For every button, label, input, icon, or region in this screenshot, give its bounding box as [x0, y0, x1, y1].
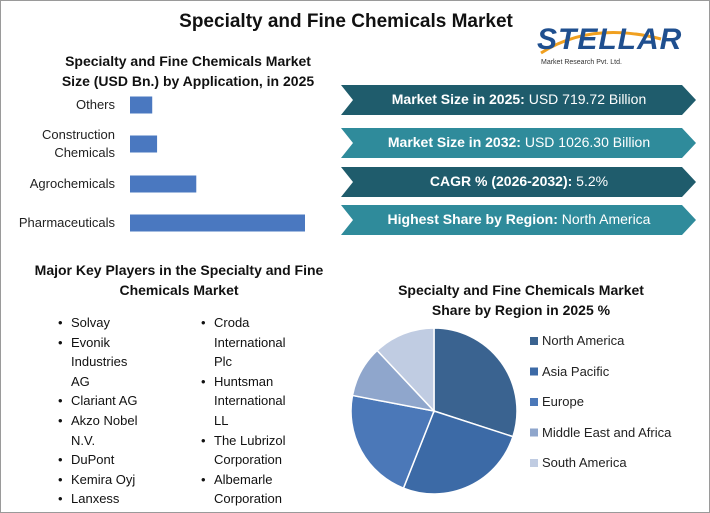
player: Huntsman International LL — [201, 372, 301, 431]
player: Croda International Plc — [201, 313, 301, 372]
player: DuPont — [58, 450, 148, 470]
logo-name: STELLAR — [537, 23, 683, 56]
player: Kemira Oyj — [58, 470, 148, 490]
stat-label: Highest Share by Region: — [387, 211, 558, 227]
player: Lanxess — [58, 489, 148, 509]
legend-label: South America — [542, 455, 627, 470]
legend-label: North America — [542, 333, 625, 348]
stat-label: Market Size in 2032: — [387, 134, 521, 150]
category-label: Construction Chemicals — [42, 127, 115, 160]
player: Clariant AG — [58, 391, 148, 411]
stat-value: USD 719.72 Billion — [528, 91, 647, 107]
pie-slice — [376, 327, 435, 413]
legend-label: Asia Pacific — [542, 363, 610, 379]
player: Evonik Industries AG — [58, 333, 148, 392]
bar — [130, 175, 197, 193]
legend-label: Europe — [542, 394, 584, 409]
stat-banner — [341, 205, 696, 235]
legend-swatch — [530, 459, 538, 467]
player: The Lubrizol Corporation — [201, 431, 301, 470]
stat-banner — [341, 167, 696, 197]
stat-label: Market Size in 2025: — [391, 91, 525, 107]
stat-banner — [341, 128, 696, 158]
pie-slice — [433, 327, 518, 438]
player: Solvay — [58, 313, 148, 333]
stat-value: North America — [561, 211, 651, 227]
stat-label: CAGR % (2026-2032): — [429, 173, 573, 189]
players-title: Major Key Players in the Specialty and F… — [34, 262, 324, 298]
legend-label: Middle East and Africa — [542, 424, 672, 440]
stat-text: Highest Share by Region: North America — [349, 211, 689, 227]
category-label: Agrochemicals — [29, 176, 115, 191]
legend-swatch — [530, 428, 538, 437]
stat-text: CAGR % (2026-2032): 5.2% — [349, 173, 689, 189]
logo-tagline: Market Research Pvt. Ltd. — [541, 59, 622, 66]
pie-slice — [402, 410, 514, 495]
logo-swoosh — [540, 31, 662, 55]
bar — [130, 135, 158, 153]
stat-banner — [341, 85, 696, 115]
legend-swatch — [530, 398, 538, 406]
pie-title: Specialty and Fine Chemicals Market Shar… — [398, 282, 644, 318]
category-label: Pharmaceuticals — [18, 215, 115, 230]
page-title: Specialty and Fine Chemicals Market — [179, 11, 513, 32]
bar — [130, 96, 153, 114]
stat-value: USD 1026.30 Billion — [524, 134, 651, 150]
player-list: SolvayEvonik Industries AGClariant AGAkz… — [58, 313, 148, 509]
stat-text: Market Size in 2032: USD 1026.30 Billion — [349, 134, 689, 150]
legend-swatch — [530, 367, 538, 376]
category-label: Others — [75, 97, 115, 112]
stat-value: 5.2% — [576, 173, 609, 189]
player-list: Croda International PlcHuntsman Internat… — [201, 313, 301, 509]
bar-title: Specialty and Fine Chemicals Market Size… — [61, 53, 315, 89]
player: Akzo Nobel N.V. — [58, 411, 148, 450]
bar — [130, 214, 305, 232]
player: Albemarle Corporation — [201, 470, 301, 509]
stat-text: Market Size in 2025: USD 719.72 Billion — [349, 91, 689, 107]
legend-swatch — [530, 337, 538, 345]
pie-slice — [350, 394, 436, 490]
